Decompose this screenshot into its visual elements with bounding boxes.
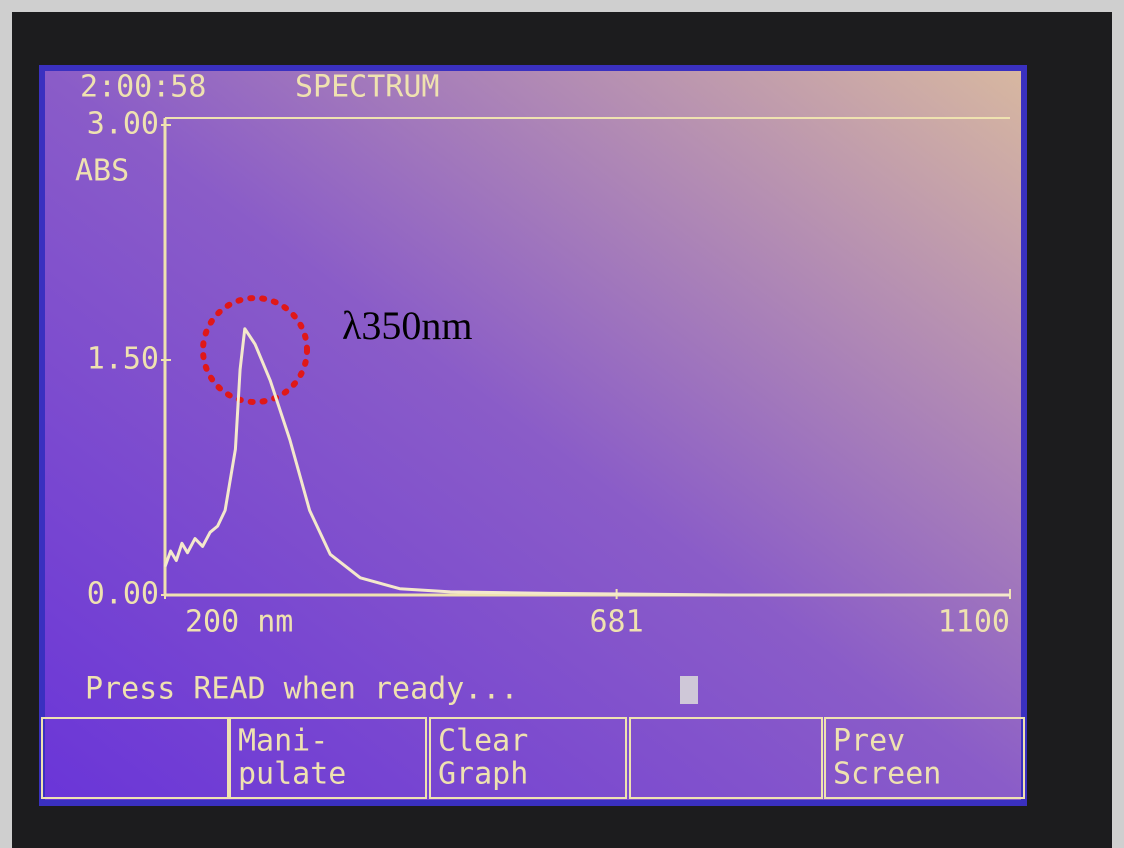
button-label: Graph <box>438 757 528 792</box>
softkey-2[interactable] <box>229 717 427 799</box>
header-mode: SPECTRUM <box>295 70 440 105</box>
header-time: 2:00:58 <box>80 70 206 105</box>
annotation: λ350nm <box>342 303 473 348</box>
y-tick-label: 0.00 <box>87 577 159 612</box>
x-tick-label: 681 <box>590 605 644 640</box>
y-axis-label: ABS <box>75 154 129 189</box>
button-label: Prev <box>833 724 905 759</box>
y-tick-label: 3.00 <box>87 107 159 142</box>
lcd <box>39 65 1027 806</box>
button-label: Clear <box>438 724 528 759</box>
peak-marker <box>200 295 310 405</box>
y-tick-label: 1.50 <box>87 342 159 377</box>
button-label: Screen <box>833 757 941 792</box>
button-label: pulate <box>238 757 346 792</box>
cursor <box>680 676 698 704</box>
softkey-5[interactable] <box>824 717 1025 799</box>
status: Press READ when ready... <box>85 672 518 707</box>
softkey-1[interactable] <box>41 717 229 799</box>
x-tick-label: 1100 <box>938 605 1010 640</box>
spectrum-line <box>163 327 1010 597</box>
softkey-4[interactable] <box>629 717 823 799</box>
softkey-3[interactable] <box>429 717 627 799</box>
button-label: Mani- <box>238 724 328 759</box>
x-tick-label: 200 nm <box>185 605 293 640</box>
